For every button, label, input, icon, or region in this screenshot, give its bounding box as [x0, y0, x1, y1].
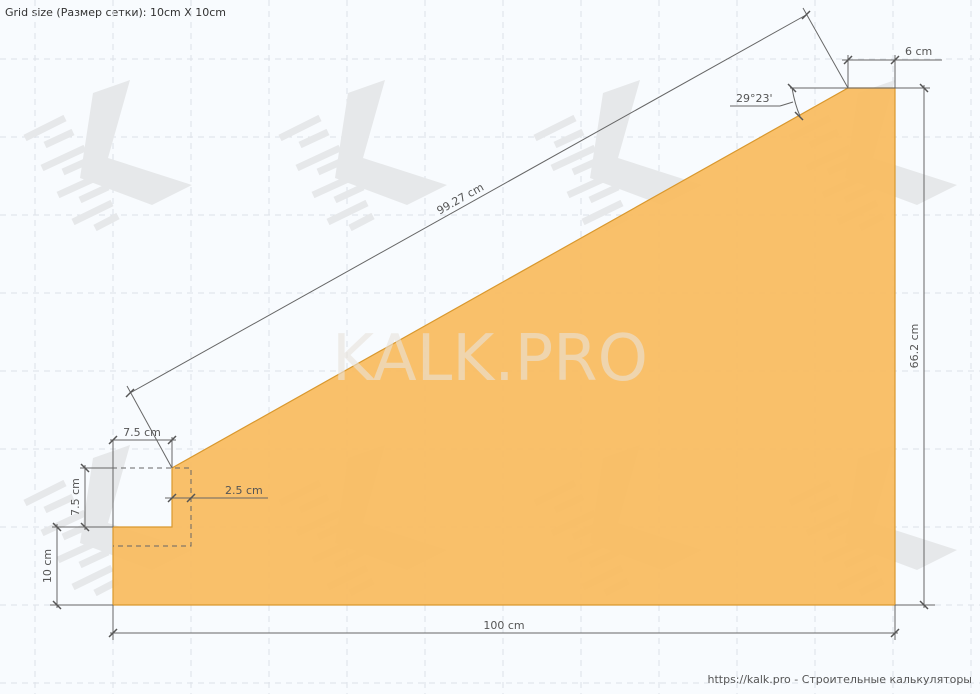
watermark-text: KALK.PRO [332, 322, 648, 396]
shape [112, 87, 896, 606]
offset-label: 2.5 cm [225, 484, 263, 497]
notch-width-label: 7.5 cm [123, 426, 161, 439]
top-width-dimension: 6 cm [842, 45, 942, 88]
offset-dimension: 2.5 cm [165, 484, 268, 503]
footer-credit: https://kalk.pro - Строительные калькуля… [707, 673, 972, 686]
notch-height-label: 7.5 cm [69, 478, 82, 516]
height-label: 66.2 cm [908, 324, 921, 369]
bottom-width-label: 100 cm [483, 619, 524, 632]
angle-dimension: 29°23' [730, 83, 930, 121]
base-height-dimension: 10 cm [41, 522, 113, 610]
base-height-label: 10 cm [41, 549, 54, 583]
notch-width-dimension: 7.5 cm [108, 426, 177, 527]
notch-outline [85, 467, 192, 547]
grid-size-label: Grid size (Размер сетки): 10cm X 10cm [5, 6, 227, 19]
angle-label: 29°23' [736, 92, 773, 105]
top-width-label: 6 cm [905, 45, 932, 58]
bottom-width-dimension: 100 cm [108, 605, 900, 640]
height-dimension: 66.2 cm [895, 83, 935, 610]
